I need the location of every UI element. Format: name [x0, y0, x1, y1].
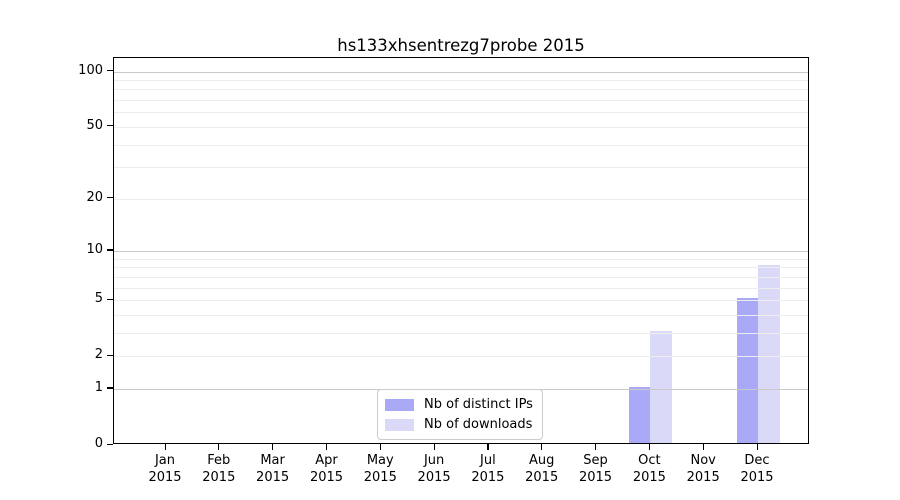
x-tick-label-month: May [366, 453, 394, 468]
x-tick-label: Sep 2015 [566, 452, 626, 486]
x-axis-tick [164, 444, 166, 450]
bar-nb-of-downloads-dec [758, 265, 780, 443]
gridline-minor [114, 287, 808, 289]
x-axis-tick [487, 444, 489, 450]
chart-title: hs133xhsentrezg7probe 2015 [337, 36, 585, 55]
x-tick-label-month: Jun [423, 453, 445, 468]
x-tick-label-year: 2015 [686, 470, 720, 485]
legend-item-nb-of-downloads: Nb of downloads [385, 416, 533, 433]
legend-item-nb-of-distinct-ips: Nb of distinct IPs [385, 396, 533, 413]
y-axis-tick [107, 354, 113, 356]
x-axis-tick [541, 444, 543, 450]
x-tick-label-year: 2015 [417, 470, 451, 485]
x-tick-label: May 2015 [350, 452, 410, 486]
gridline-minor [114, 276, 808, 278]
bar-nb-of-distinct-ips-dec [736, 298, 758, 443]
x-axis-tick [379, 444, 381, 450]
gridline-minor [114, 89, 808, 91]
x-tick-label-year: 2015 [632, 470, 666, 485]
gridline-minor [114, 300, 808, 301]
y-tick-label: 10 [86, 241, 103, 257]
legend-swatch-nb-of-distinct-ips [385, 398, 414, 411]
y-axis-tick [107, 125, 113, 127]
gridline-minor [114, 356, 808, 358]
x-tick-label-month: Feb [207, 453, 231, 468]
legend-label-nb-of-distinct-ips: Nb of distinct IPs [424, 397, 533, 412]
y-tick-label: 50 [86, 117, 103, 133]
x-tick-label-year: 2015 [202, 470, 236, 485]
x-tick-label-month: Apr [315, 453, 338, 468]
x-tick-label-month: Oct [638, 453, 661, 468]
legend: Nb of distinct IPs Nb of downloads [377, 389, 543, 440]
x-axis-tick [272, 444, 274, 450]
x-tick-label-year: 2015 [740, 470, 774, 485]
bar-nb-of-downloads-oct [650, 330, 672, 443]
x-axis-tick [702, 444, 704, 450]
legend-label-nb-of-downloads: Nb of downloads [424, 417, 533, 432]
x-axis-tick [595, 444, 597, 450]
y-tick-label: 0 [94, 436, 103, 451]
x-tick-label-month: Jul [480, 453, 496, 468]
x-tick-label: Apr 2015 [297, 452, 357, 486]
x-tick-label-year: 2015 [309, 470, 344, 485]
x-tick-label: Jun 2015 [404, 452, 464, 486]
y-tick-label: 1 [94, 379, 103, 395]
x-tick-label: Feb 2015 [189, 452, 249, 486]
gridline-minor [114, 332, 808, 334]
x-tick-label-month: Nov [690, 453, 716, 468]
bar-nb-of-distinct-ips-oct [628, 386, 651, 443]
gridline-minor [114, 144, 808, 146]
y-axis-tick [107, 197, 113, 199]
x-axis-tick [218, 444, 220, 450]
x-tick-label: Mar 2015 [243, 452, 303, 486]
x-tick-label-month: Jan [154, 453, 176, 468]
y-axis-tick [107, 298, 113, 300]
y-axis-tick [107, 443, 113, 445]
gridline-minor [114, 267, 808, 269]
x-axis-tick [433, 444, 435, 450]
gridline-minor [114, 79, 808, 81]
x-tick-label-month: Sep [583, 453, 608, 468]
x-tick-label-month: Dec [744, 453, 770, 468]
x-axis-tick [756, 444, 758, 450]
gridline-minor [114, 258, 808, 260]
x-tick-label: Aug 2015 [512, 452, 572, 486]
y-tick-label: 20 [86, 189, 103, 205]
x-tick-label-year: 2015 [363, 470, 397, 485]
gridline-minor [114, 126, 808, 128]
gridline-major [114, 71, 808, 73]
x-tick-label-month: Mar [260, 453, 285, 468]
x-axis-tick [648, 444, 651, 450]
x-tick-label: Dec 2015 [727, 452, 787, 486]
x-tick-label: Oct 2015 [619, 452, 679, 486]
gridline-minor [114, 314, 808, 316]
x-tick-label: Jan 2015 [135, 452, 195, 486]
x-tick-label-year: 2015 [148, 470, 182, 485]
x-tick-label-year: 2015 [471, 470, 505, 485]
gridline-minor [114, 167, 808, 169]
plot-area [113, 57, 809, 444]
x-tick-label-month: Aug [528, 453, 555, 468]
y-axis-tick [107, 387, 113, 389]
gridline-minor [114, 112, 808, 114]
x-tick-label: Nov 2015 [673, 452, 733, 486]
legend-swatch-nb-of-downloads [385, 418, 414, 431]
x-tick-label-year: 2015 [256, 470, 290, 485]
x-axis-tick [326, 444, 328, 450]
x-tick-label: Jul 2015 [458, 452, 518, 486]
y-tick-label: 2 [94, 347, 103, 363]
gridline-major [114, 250, 808, 252]
y-tick-label: 100 [78, 62, 103, 78]
y-axis-tick [107, 70, 113, 72]
x-tick-label-year: 2015 [525, 470, 559, 485]
gridline-minor [114, 100, 808, 101]
x-tick-label-year: 2015 [578, 470, 613, 485]
y-tick-label: 5 [94, 291, 103, 306]
gridline-minor [114, 198, 808, 200]
y-axis-tick [107, 249, 113, 251]
